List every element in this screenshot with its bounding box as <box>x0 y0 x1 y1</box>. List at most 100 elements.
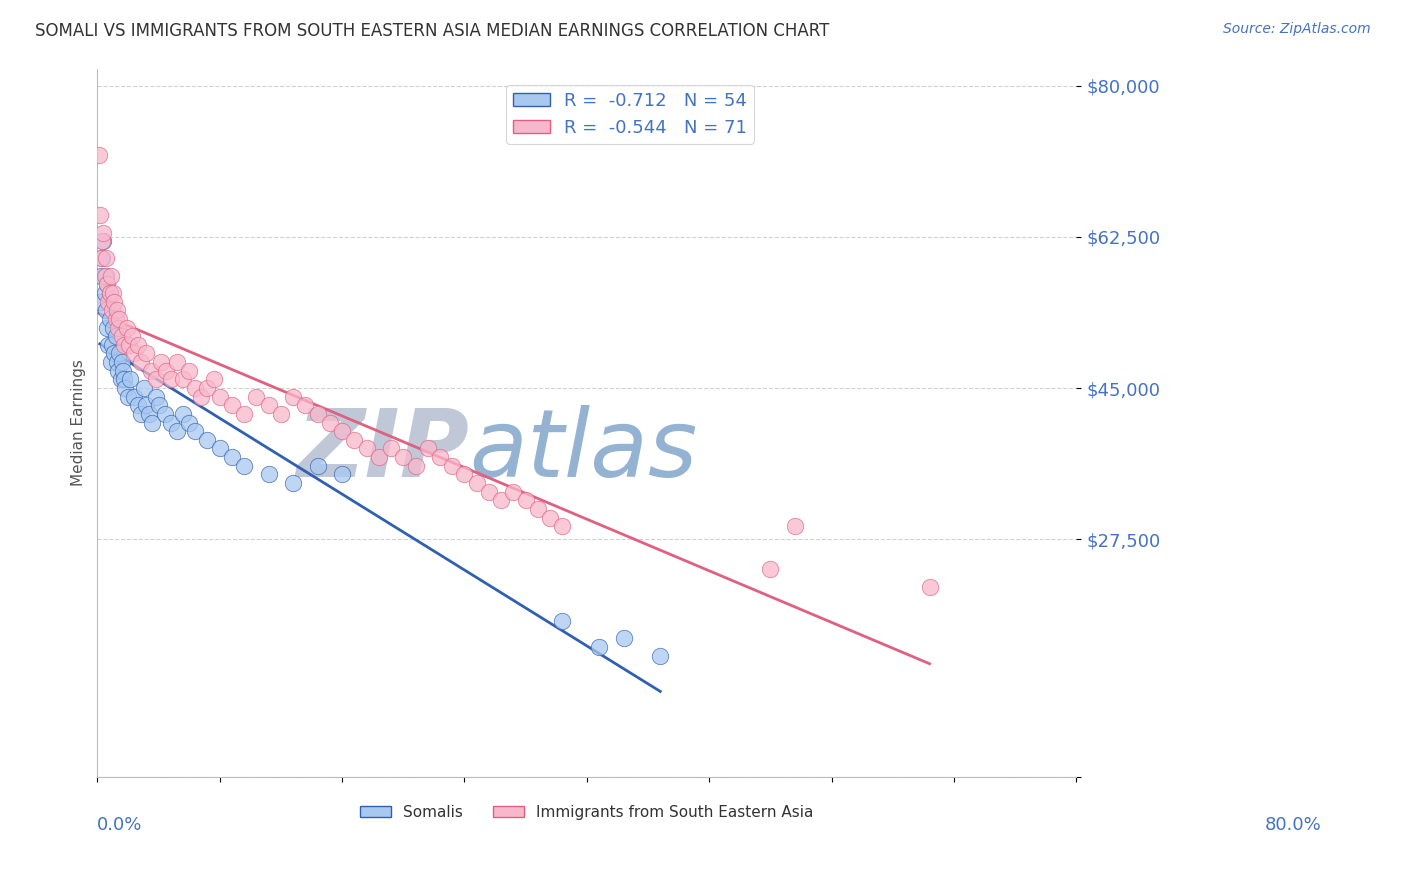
Point <box>97 338 120 352</box>
Point <box>90 252 112 266</box>
Point <box>453 467 475 482</box>
Point <box>515 493 537 508</box>
Point <box>150 355 173 369</box>
Point <box>112 338 135 352</box>
Point <box>94 268 117 283</box>
Point <box>330 424 353 438</box>
Point <box>294 398 316 412</box>
Point <box>93 234 115 248</box>
Point <box>111 355 134 369</box>
Text: atlas: atlas <box>470 405 697 496</box>
Point <box>343 433 366 447</box>
Point <box>148 398 170 412</box>
Point <box>367 450 389 464</box>
Point <box>141 416 163 430</box>
Point <box>502 484 524 499</box>
Point <box>155 364 177 378</box>
Point <box>527 502 550 516</box>
Point <box>121 329 143 343</box>
Point <box>159 372 181 386</box>
Point <box>918 580 941 594</box>
Point <box>90 268 112 283</box>
Point <box>759 562 782 576</box>
Point <box>270 407 292 421</box>
Point <box>89 208 111 222</box>
Point <box>94 252 117 266</box>
Text: SOMALI VS IMMIGRANTS FROM SOUTH EASTERN ASIA MEDIAN EARNINGS CORRELATION CHART: SOMALI VS IMMIGRANTS FROM SOUTH EASTERN … <box>35 22 830 40</box>
Point <box>153 407 176 421</box>
Point <box>98 286 121 301</box>
Point <box>103 320 125 334</box>
Point <box>107 364 129 378</box>
Point <box>93 286 115 301</box>
Point <box>127 398 149 412</box>
Point <box>392 450 415 464</box>
Point <box>112 372 135 386</box>
Point <box>307 458 329 473</box>
Point <box>208 442 231 456</box>
Point <box>179 416 201 430</box>
Point <box>105 355 128 369</box>
Point <box>94 303 117 318</box>
Point <box>112 364 135 378</box>
Point <box>118 338 141 352</box>
Point <box>233 458 256 473</box>
Point <box>141 364 163 378</box>
Text: 80.0%: 80.0% <box>1264 815 1322 833</box>
Point <box>380 442 402 456</box>
Point <box>202 372 225 386</box>
Point <box>221 398 243 412</box>
Point <box>429 450 451 464</box>
Point <box>122 346 145 360</box>
Point <box>650 648 672 663</box>
Point <box>179 364 201 378</box>
Point <box>138 407 160 421</box>
Point <box>91 234 114 248</box>
Point <box>330 467 353 482</box>
Point <box>96 277 118 292</box>
Point <box>319 416 342 430</box>
Point <box>120 372 142 386</box>
Point <box>145 390 167 404</box>
Point <box>101 338 124 352</box>
Point <box>538 510 561 524</box>
Point <box>184 381 207 395</box>
Point <box>145 372 167 386</box>
Point <box>114 381 136 395</box>
Point <box>96 320 118 334</box>
Point <box>91 252 114 266</box>
Point <box>551 519 574 533</box>
Point <box>105 303 128 318</box>
Point <box>135 398 157 412</box>
Point <box>108 312 131 326</box>
Point <box>96 277 118 292</box>
Point <box>166 424 188 438</box>
Point <box>405 458 427 473</box>
Point <box>478 484 501 499</box>
Y-axis label: Median Earnings: Median Earnings <box>72 359 86 486</box>
Point <box>613 632 636 646</box>
Point <box>87 148 110 162</box>
Text: Source: ZipAtlas.com: Source: ZipAtlas.com <box>1223 22 1371 37</box>
Point <box>104 329 127 343</box>
Text: ZIP: ZIP <box>297 405 470 497</box>
Point <box>307 407 329 421</box>
Point <box>93 268 115 283</box>
Point <box>127 338 149 352</box>
Point <box>197 381 219 395</box>
Point <box>356 442 378 456</box>
Point <box>135 346 157 360</box>
Point <box>108 346 131 360</box>
Point <box>100 268 122 283</box>
Point <box>190 390 212 404</box>
Point <box>283 390 305 404</box>
Point <box>101 303 124 318</box>
Point <box>783 519 806 533</box>
Point <box>115 320 138 334</box>
Point <box>184 424 207 438</box>
Point <box>103 294 125 309</box>
Point <box>117 390 139 404</box>
Point <box>197 433 219 447</box>
Text: 0.0%: 0.0% <box>97 815 143 833</box>
Point <box>110 372 132 386</box>
